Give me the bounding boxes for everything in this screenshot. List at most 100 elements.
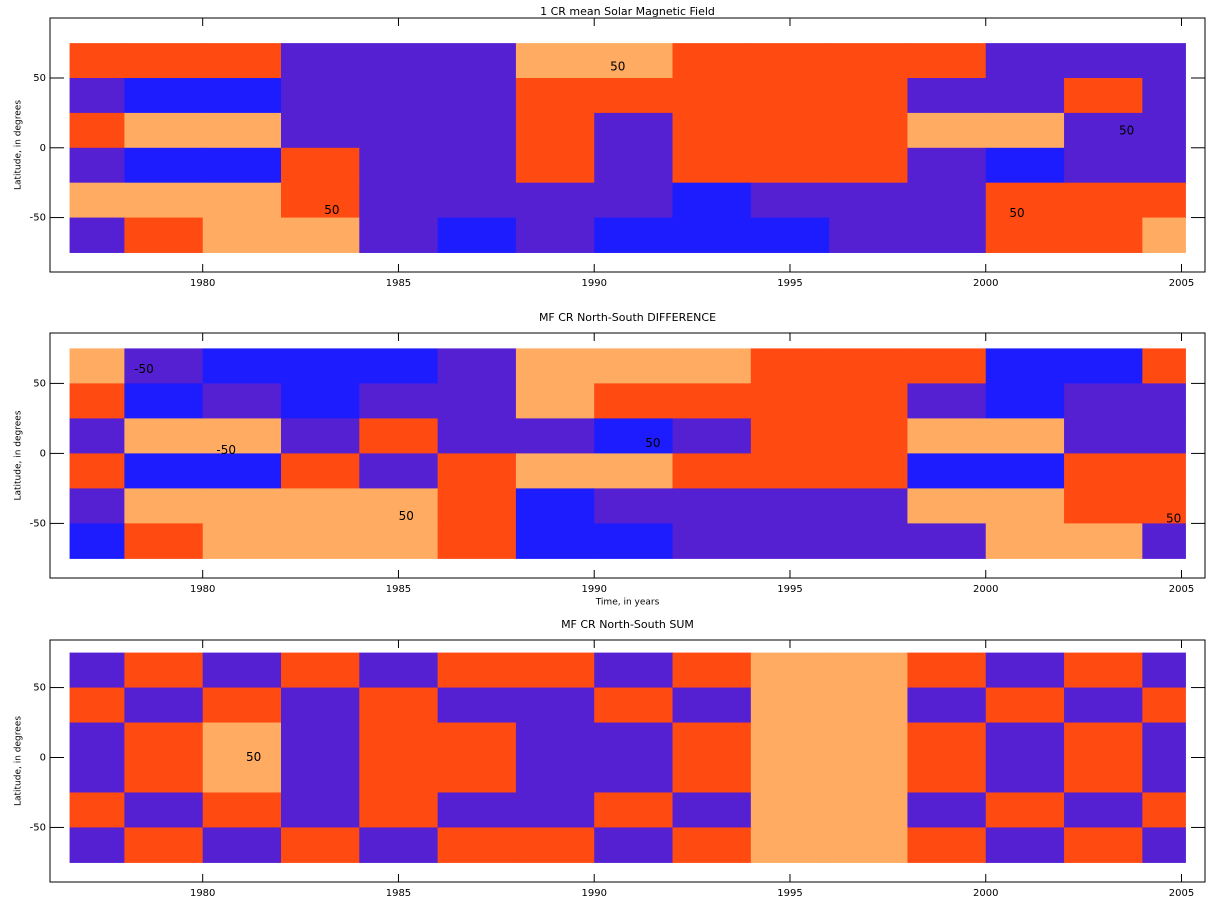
field-cell (281, 418, 360, 454)
field-cell (907, 827, 987, 863)
field-cell (515, 792, 595, 828)
x-tick-label: 1990 (581, 888, 606, 899)
field-cell (1064, 792, 1143, 828)
field-cell (750, 78, 830, 114)
field-cell (202, 348, 282, 384)
field-cell (437, 112, 517, 149)
field-cell (515, 182, 595, 219)
field-cell (1064, 488, 1143, 524)
field-cell (907, 348, 987, 384)
field-cell (359, 418, 439, 454)
field-cell (281, 792, 360, 828)
x-tick-label: 1995 (777, 278, 802, 289)
field-cell (985, 217, 1065, 253)
field-cell (750, 43, 830, 79)
field-cell (437, 652, 517, 689)
field-cell (907, 453, 987, 489)
x-tick-label: 1985 (386, 278, 411, 289)
field-cell (124, 418, 204, 454)
field-cell (437, 488, 517, 524)
plot-panel: 50 50 50 50 1980 1985 1990 1995 2000 2005 -50 0 50 1 … (14, 5, 1206, 289)
field-cell (594, 827, 674, 863)
field-cell (124, 792, 204, 828)
field-cell (672, 652, 752, 689)
field-cell (907, 217, 987, 253)
field-cell (1142, 687, 1186, 724)
field-cell (124, 757, 204, 793)
field-cell (359, 453, 439, 489)
field-cell (69, 523, 125, 559)
field-cell (202, 652, 282, 689)
field-cell (907, 78, 987, 114)
y-axis-label: Latitude, in degrees (14, 716, 24, 806)
field-cell (437, 792, 517, 828)
field-cell (281, 182, 360, 219)
field-cell (672, 112, 752, 149)
field-cell (672, 383, 752, 419)
field-cell (907, 488, 987, 524)
field-cell (69, 217, 125, 253)
axes-frame (49, 17, 1206, 273)
y-tick-label: -50 (30, 518, 46, 529)
field-cell (594, 722, 674, 759)
field-cell (515, 453, 595, 489)
field-cell (202, 78, 282, 114)
field-cell (985, 43, 1065, 79)
field-cell (359, 687, 439, 724)
field-cell (281, 652, 360, 689)
field-cell (515, 112, 595, 149)
field-cell (359, 147, 439, 184)
field-cell (1142, 453, 1186, 489)
field-cell (1142, 348, 1186, 384)
contour-label: -50 (134, 362, 154, 376)
field-cell (594, 792, 674, 828)
field-cell (281, 78, 360, 114)
axes-frame (49, 639, 1206, 883)
field-cell (437, 722, 517, 759)
field-cell (515, 383, 595, 419)
field-cell (515, 43, 595, 79)
field-cell (202, 687, 282, 724)
field-cell (515, 418, 595, 454)
field-cell (359, 348, 439, 384)
field-cell (829, 488, 908, 524)
field-cell (907, 182, 987, 219)
field-cell (515, 757, 595, 793)
field-cell (750, 792, 830, 828)
field-cell (281, 523, 360, 559)
x-tick-label: 1990 (581, 278, 606, 289)
field-cell (1064, 418, 1143, 454)
field-cell (829, 78, 908, 114)
y-tick-label: 0 (40, 143, 46, 154)
field-cell (1064, 687, 1143, 724)
field-cell (1142, 78, 1186, 114)
field-cell (202, 112, 282, 149)
field-cell (515, 687, 595, 724)
field-cell (69, 112, 125, 149)
field-cell (202, 217, 282, 253)
field-cell (359, 792, 439, 828)
field-cell (672, 418, 752, 454)
field-cell (672, 722, 752, 759)
field-cell (437, 78, 517, 114)
field-cell (1064, 453, 1143, 489)
x-tick-label: 1990 (581, 584, 606, 595)
y-axis-label: Latitude, in degrees (14, 410, 24, 500)
field-cell (829, 383, 908, 419)
field-cell (672, 43, 752, 79)
field-cell (594, 757, 674, 793)
x-tick-label: 2005 (1169, 278, 1194, 289)
field-cell (750, 453, 830, 489)
field-cell (750, 112, 830, 149)
field-cell (515, 348, 595, 384)
field-cell (1142, 217, 1186, 253)
contour-label: 50 (1166, 512, 1181, 526)
field-cell (985, 453, 1065, 489)
y-tick-label: 50 (33, 683, 46, 694)
field-cell (985, 78, 1065, 114)
field-cell (594, 217, 674, 253)
field-cell (359, 488, 439, 524)
field-cell (515, 523, 595, 559)
field-cell (672, 827, 752, 863)
